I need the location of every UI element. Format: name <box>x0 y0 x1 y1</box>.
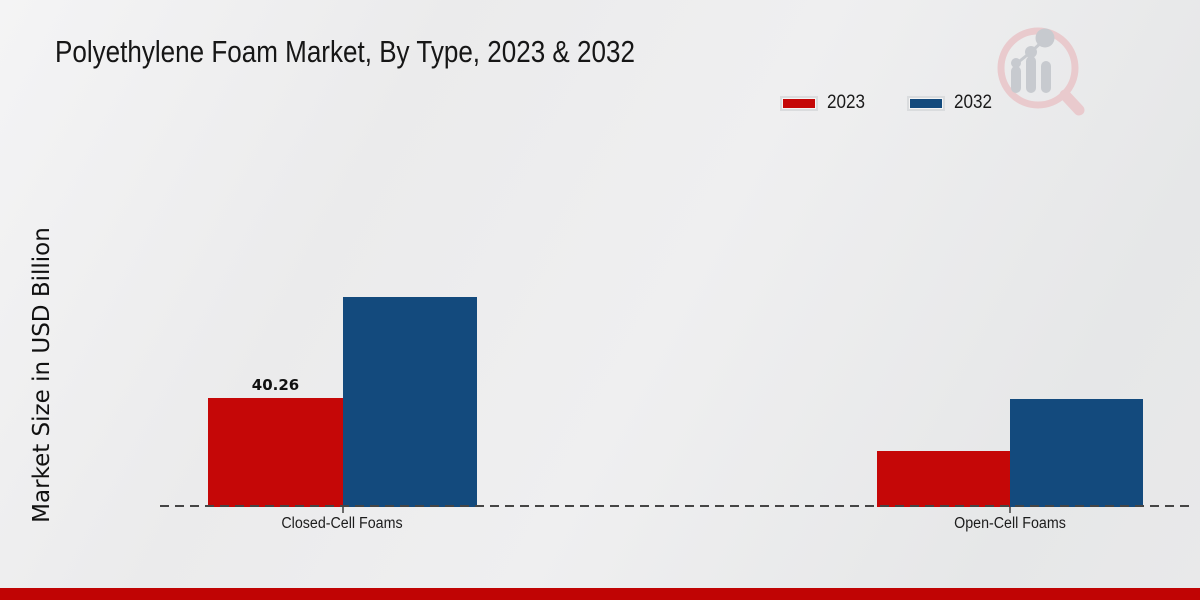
legend-label-2032: 2032 <box>954 92 993 113</box>
bar-closed-cell-2023 <box>208 398 343 507</box>
bar-value-label-closed-cell-2023: 40.26 <box>251 376 300 394</box>
legend-swatch-2023 <box>780 95 818 111</box>
chart-title: Polyethylene Foam Market, By Type, 2023 … <box>55 34 635 69</box>
bar-open-cell-2023 <box>877 451 1010 507</box>
magnifier-bar-chart-icon <box>997 27 1085 116</box>
bar-open-cell-2032 <box>1010 399 1143 507</box>
x-axis-baseline <box>160 505 1190 507</box>
footer-accent-bar <box>0 588 1200 600</box>
category-label-open-cell: Open-Cell Foams <box>954 515 1066 532</box>
bar-closed-cell-2032 <box>343 297 477 507</box>
legend-item-2023: 2023 <box>780 92 869 114</box>
legend-item-2032: 2032 <box>907 92 996 114</box>
legend-label-2023: 2023 <box>827 92 866 113</box>
axis-tick-open-cell <box>1009 507 1011 513</box>
category-label-closed-cell: Closed-Cell Foams <box>281 515 403 532</box>
legend: 2023 2032 <box>780 92 997 114</box>
axis-tick-closed-cell <box>342 507 344 513</box>
legend-swatch-2032 <box>907 95 946 111</box>
